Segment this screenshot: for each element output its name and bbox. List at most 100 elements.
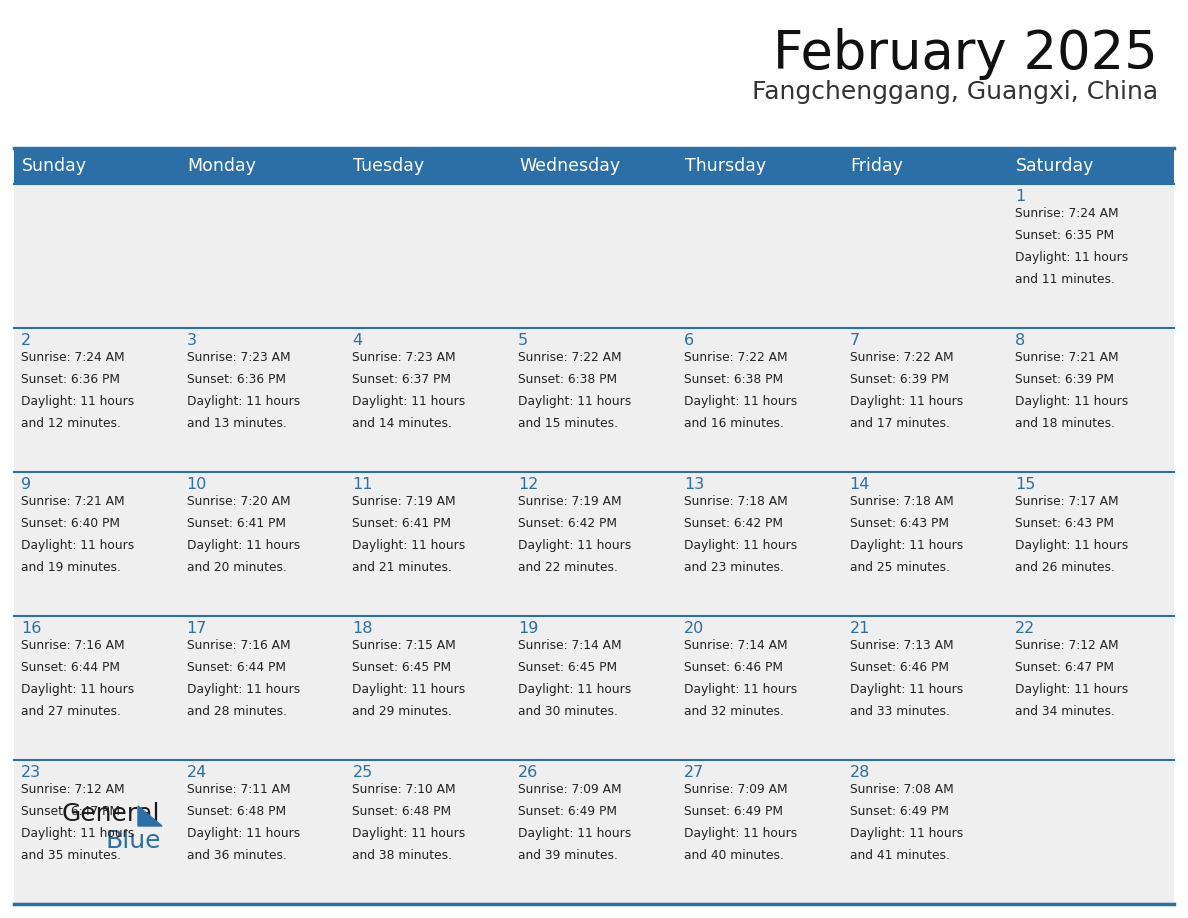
Text: Daylight: 11 hours: Daylight: 11 hours: [21, 683, 134, 697]
Text: Daylight: 11 hours: Daylight: 11 hours: [187, 827, 299, 840]
Bar: [346, 328, 511, 472]
Text: 26: 26: [518, 765, 538, 780]
Text: Saturday: Saturday: [1016, 157, 1094, 175]
Text: Daylight: 11 hours: Daylight: 11 hours: [187, 539, 299, 553]
Bar: [1009, 760, 1174, 904]
Text: Tuesday: Tuesday: [353, 157, 424, 175]
Text: 10: 10: [187, 477, 207, 492]
Text: 24: 24: [187, 765, 207, 780]
Bar: [677, 328, 842, 472]
Bar: [346, 184, 511, 328]
Bar: [346, 472, 511, 616]
Text: Monday: Monday: [188, 157, 257, 175]
Text: and 35 minutes.: and 35 minutes.: [21, 849, 121, 863]
Text: Sunset: 6:47 PM: Sunset: 6:47 PM: [21, 805, 120, 818]
Text: Sunrise: 7:12 AM: Sunrise: 7:12 AM: [21, 783, 125, 796]
Text: Daylight: 11 hours: Daylight: 11 hours: [684, 683, 797, 697]
Text: and 18 minutes.: and 18 minutes.: [1016, 418, 1116, 431]
Text: and 39 minutes.: and 39 minutes.: [518, 849, 618, 863]
Bar: [842, 184, 1009, 328]
Text: and 26 minutes.: and 26 minutes.: [1016, 562, 1116, 575]
Text: Sunset: 6:43 PM: Sunset: 6:43 PM: [1016, 517, 1114, 531]
Text: Sunset: 6:35 PM: Sunset: 6:35 PM: [1016, 230, 1114, 242]
Text: and 21 minutes.: and 21 minutes.: [353, 562, 453, 575]
Text: and 15 minutes.: and 15 minutes.: [518, 418, 618, 431]
Text: Sunrise: 7:08 AM: Sunrise: 7:08 AM: [849, 783, 953, 796]
Text: Sunrise: 7:22 AM: Sunrise: 7:22 AM: [518, 351, 621, 364]
Text: Sunrise: 7:09 AM: Sunrise: 7:09 AM: [518, 783, 621, 796]
Text: Daylight: 11 hours: Daylight: 11 hours: [1016, 539, 1129, 553]
Text: 22: 22: [1016, 621, 1036, 636]
Text: and 23 minutes.: and 23 minutes.: [684, 562, 784, 575]
Text: 14: 14: [849, 477, 870, 492]
Text: Sunset: 6:38 PM: Sunset: 6:38 PM: [684, 373, 783, 386]
Text: 4: 4: [353, 333, 362, 348]
Text: 27: 27: [684, 765, 704, 780]
Text: Sunrise: 7:12 AM: Sunrise: 7:12 AM: [1016, 639, 1119, 652]
Text: Daylight: 11 hours: Daylight: 11 hours: [518, 539, 631, 553]
Text: 6: 6: [684, 333, 694, 348]
Text: Sunrise: 7:19 AM: Sunrise: 7:19 AM: [518, 495, 621, 508]
Text: February 2025: February 2025: [773, 28, 1158, 80]
Text: Sunrise: 7:15 AM: Sunrise: 7:15 AM: [353, 639, 456, 652]
Text: and 16 minutes.: and 16 minutes.: [684, 418, 784, 431]
Text: Sunrise: 7:20 AM: Sunrise: 7:20 AM: [187, 495, 290, 508]
Bar: [677, 760, 842, 904]
Text: Daylight: 11 hours: Daylight: 11 hours: [518, 396, 631, 409]
Text: Daylight: 11 hours: Daylight: 11 hours: [21, 396, 134, 409]
Text: 28: 28: [849, 765, 870, 780]
Text: Sunrise: 7:14 AM: Sunrise: 7:14 AM: [518, 639, 621, 652]
Text: Sunset: 6:43 PM: Sunset: 6:43 PM: [849, 517, 948, 531]
Text: Sunset: 6:41 PM: Sunset: 6:41 PM: [353, 517, 451, 531]
Text: Sunrise: 7:18 AM: Sunrise: 7:18 AM: [684, 495, 788, 508]
Text: Sunrise: 7:10 AM: Sunrise: 7:10 AM: [353, 783, 456, 796]
Text: Sunset: 6:46 PM: Sunset: 6:46 PM: [684, 661, 783, 674]
Text: Daylight: 11 hours: Daylight: 11 hours: [353, 827, 466, 840]
Text: Sunset: 6:39 PM: Sunset: 6:39 PM: [849, 373, 948, 386]
Text: 1: 1: [1016, 189, 1025, 204]
Text: Sunset: 6:45 PM: Sunset: 6:45 PM: [353, 661, 451, 674]
Text: Daylight: 11 hours: Daylight: 11 hours: [21, 827, 134, 840]
Bar: [677, 184, 842, 328]
Text: Sunset: 6:48 PM: Sunset: 6:48 PM: [187, 805, 286, 818]
Bar: [677, 616, 842, 760]
Text: and 33 minutes.: and 33 minutes.: [849, 705, 949, 719]
Text: Sunrise: 7:21 AM: Sunrise: 7:21 AM: [21, 495, 125, 508]
Text: 18: 18: [353, 621, 373, 636]
Bar: [14, 472, 179, 616]
Bar: [14, 328, 179, 472]
Text: Sunrise: 7:23 AM: Sunrise: 7:23 AM: [353, 351, 456, 364]
Text: 25: 25: [353, 765, 373, 780]
Text: Daylight: 11 hours: Daylight: 11 hours: [187, 396, 299, 409]
Text: Sunrise: 7:13 AM: Sunrise: 7:13 AM: [849, 639, 953, 652]
Text: and 34 minutes.: and 34 minutes.: [1016, 705, 1116, 719]
Text: and 32 minutes.: and 32 minutes.: [684, 705, 784, 719]
Text: 15: 15: [1016, 477, 1036, 492]
Text: 16: 16: [21, 621, 42, 636]
Bar: [842, 616, 1009, 760]
Text: Sunrise: 7:16 AM: Sunrise: 7:16 AM: [187, 639, 290, 652]
Text: and 30 minutes.: and 30 minutes.: [518, 705, 618, 719]
Text: Sunrise: 7:17 AM: Sunrise: 7:17 AM: [1016, 495, 1119, 508]
Text: Sunset: 6:42 PM: Sunset: 6:42 PM: [518, 517, 617, 531]
Text: and 19 minutes.: and 19 minutes.: [21, 562, 121, 575]
Text: 20: 20: [684, 621, 704, 636]
Text: Fangchenggang, Guangxi, China: Fangchenggang, Guangxi, China: [752, 80, 1158, 104]
Text: Sunrise: 7:14 AM: Sunrise: 7:14 AM: [684, 639, 788, 652]
Text: Friday: Friday: [851, 157, 903, 175]
Bar: [511, 760, 677, 904]
Bar: [346, 616, 511, 760]
Text: and 14 minutes.: and 14 minutes.: [353, 418, 453, 431]
Text: Sunrise: 7:11 AM: Sunrise: 7:11 AM: [187, 783, 290, 796]
Text: 9: 9: [21, 477, 31, 492]
Text: and 36 minutes.: and 36 minutes.: [187, 849, 286, 863]
Bar: [511, 616, 677, 760]
Text: Daylight: 11 hours: Daylight: 11 hours: [684, 396, 797, 409]
Text: Sunrise: 7:21 AM: Sunrise: 7:21 AM: [1016, 351, 1119, 364]
Bar: [1009, 184, 1174, 328]
Text: Sunset: 6:45 PM: Sunset: 6:45 PM: [518, 661, 618, 674]
Bar: [346, 760, 511, 904]
Text: and 11 minutes.: and 11 minutes.: [1016, 274, 1116, 286]
Text: and 40 minutes.: and 40 minutes.: [684, 849, 784, 863]
Text: Sunset: 6:42 PM: Sunset: 6:42 PM: [684, 517, 783, 531]
